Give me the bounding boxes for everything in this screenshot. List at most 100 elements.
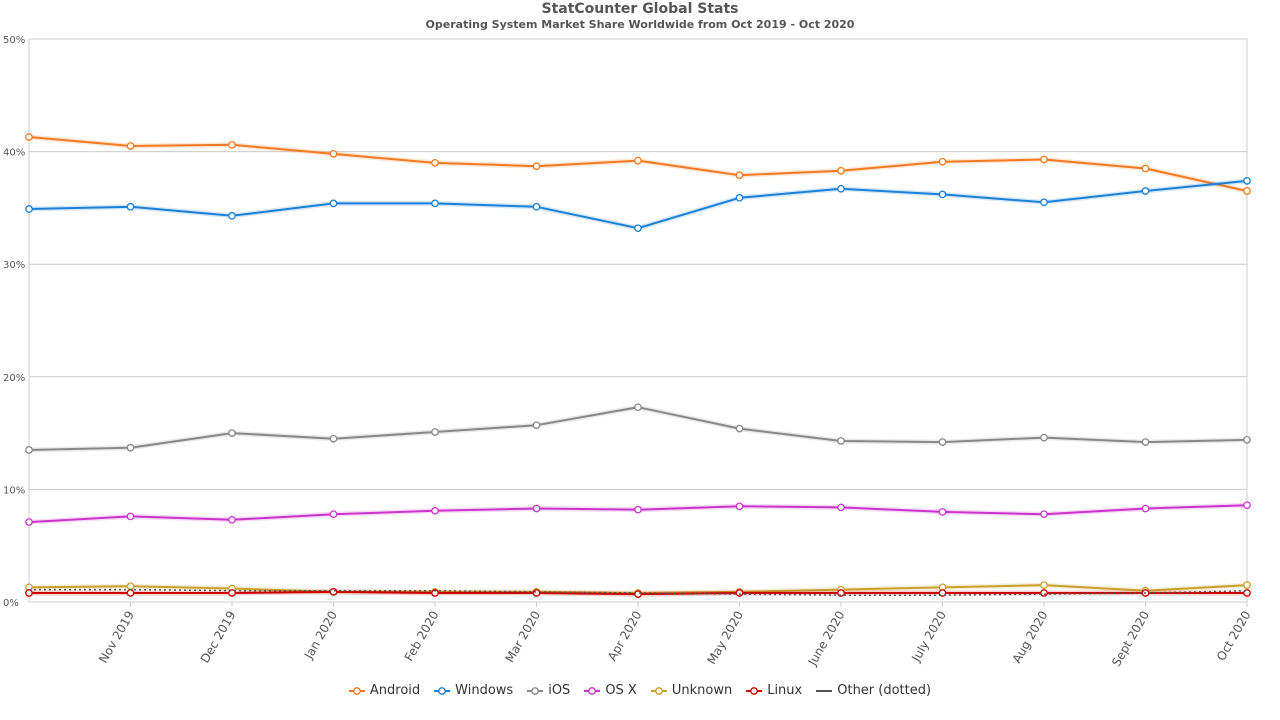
data-point-linux [126, 589, 135, 597]
y-tick-label: 50% [3, 35, 25, 46]
legend-item: Unknown [650, 683, 733, 698]
legend-label: OS X [605, 683, 637, 698]
legend-item: iOS [527, 683, 570, 698]
data-point-windows [228, 211, 236, 220]
legend-label: iOS [548, 683, 571, 698]
data-point-windows [329, 199, 338, 208]
data-point-unknown [126, 582, 135, 591]
data-point-windows [126, 202, 135, 211]
legend-label: Linux [767, 683, 803, 698]
legend-label: Other (dotted) [837, 683, 932, 698]
data-point-android [634, 156, 642, 165]
data-point-android [329, 150, 338, 158]
series-line-other-dotted [29, 588, 1248, 596]
data-point-windows [1141, 187, 1150, 195]
data-point-android [431, 159, 439, 167]
legend-marker [527, 686, 544, 695]
data-point-android [938, 157, 947, 166]
y-tick-label: 30% [3, 260, 25, 271]
data-point-windows [25, 205, 33, 213]
data-point-android [1243, 187, 1251, 195]
data-point-android [532, 162, 541, 171]
legend-item: OS X [584, 683, 637, 698]
y-tick-label: 0% [3, 598, 19, 609]
legend-marker [650, 686, 667, 695]
legend-item: Linux [746, 683, 802, 698]
legend-label: Android [369, 683, 421, 698]
legend-label: Windows [455, 683, 514, 698]
data-point-windows [837, 184, 845, 193]
data-point-linux [735, 589, 744, 597]
data-point-windows [1243, 177, 1251, 185]
data-point-linux [431, 589, 439, 597]
x-tick-label: May 2020 [704, 609, 746, 667]
data-point-ios [837, 437, 845, 445]
data-point-windows [938, 190, 947, 199]
data-point-os-x [1141, 504, 1150, 513]
line-chart: 0% 10% 20% 30% 40% 50% Nov 2019 Dec 2019 Jan 202… [3, 35, 1254, 669]
data-point-windows [532, 202, 541, 211]
data-point-linux [532, 589, 541, 597]
data-point-linux [25, 589, 33, 597]
x-tick-label: Apr 2020 [605, 609, 645, 664]
y-tick-label: 20% [3, 373, 25, 384]
legend-marker [816, 689, 833, 692]
data-point-ios [735, 424, 744, 433]
chart-title: StatCounter Global Stats [541, 1, 739, 17]
x-tick-label: Nov 2019 [96, 609, 137, 666]
data-point-os-x [735, 502, 744, 511]
data-point-android [1040, 155, 1048, 164]
data-point-os-x [126, 512, 135, 521]
data-point-linux [329, 588, 338, 596]
x-tick-label: Mar 2020 [502, 609, 543, 665]
x-tick-label: July 2020 [909, 609, 950, 665]
data-point-os-x [228, 515, 236, 524]
data-point-os-x [837, 503, 845, 512]
x-tick-label: Feb 2020 [402, 609, 442, 664]
data-point-linux [837, 589, 845, 597]
data-point-os-x [1040, 510, 1048, 519]
data-point-ios [126, 443, 135, 452]
data-point-ios [431, 428, 439, 436]
data-point-os-x [1243, 501, 1251, 510]
data-point-ios [329, 434, 338, 443]
legend-item: Android [348, 683, 421, 698]
data-point-ios [25, 446, 33, 454]
legend-marker [746, 686, 763, 695]
y-tick-label: 10% [3, 485, 25, 496]
data-point-android [25, 133, 33, 141]
x-tick-label: Oct 2020 [1214, 609, 1254, 664]
data-point-android [735, 171, 744, 180]
data-point-ios [228, 429, 236, 437]
data-point-os-x [938, 508, 947, 516]
data-point-android [126, 142, 135, 150]
data-point-windows [1040, 198, 1048, 207]
legend-label: Unknown [671, 683, 733, 698]
data-point-os-x [329, 510, 338, 519]
x-tick-label: Jan 2020 [301, 609, 340, 663]
data-point-windows [634, 224, 642, 233]
data-point-linux [634, 590, 642, 598]
legend-marker [434, 686, 451, 695]
data-point-ios [634, 403, 642, 412]
data-point-ios [1243, 436, 1251, 444]
x-tick-label: Dec 2019 [198, 609, 239, 666]
y-tick-label: 40% [3, 148, 25, 159]
legend-item: Other (dotted) [816, 683, 931, 698]
data-point-windows [431, 199, 439, 208]
data-point-ios [1040, 433, 1048, 442]
data-point-android [837, 166, 845, 175]
x-tick-label: Sept 2020 [1109, 609, 1152, 669]
data-point-ios [1141, 438, 1150, 446]
chart-legend: Android Windows iOS OS X Unknown Linux Other (… [0, 683, 1280, 698]
x-tick-label: Aug 2020 [1010, 609, 1051, 666]
data-point-unknown [1243, 581, 1251, 589]
data-point-android [228, 140, 236, 149]
data-point-os-x [634, 505, 642, 514]
x-tick-label: June 2020 [805, 609, 848, 669]
data-point-android [1141, 164, 1150, 173]
legend-marker [348, 686, 365, 695]
legend-item: Windows [434, 683, 513, 698]
data-point-ios [938, 438, 947, 446]
data-point-os-x [431, 506, 439, 515]
